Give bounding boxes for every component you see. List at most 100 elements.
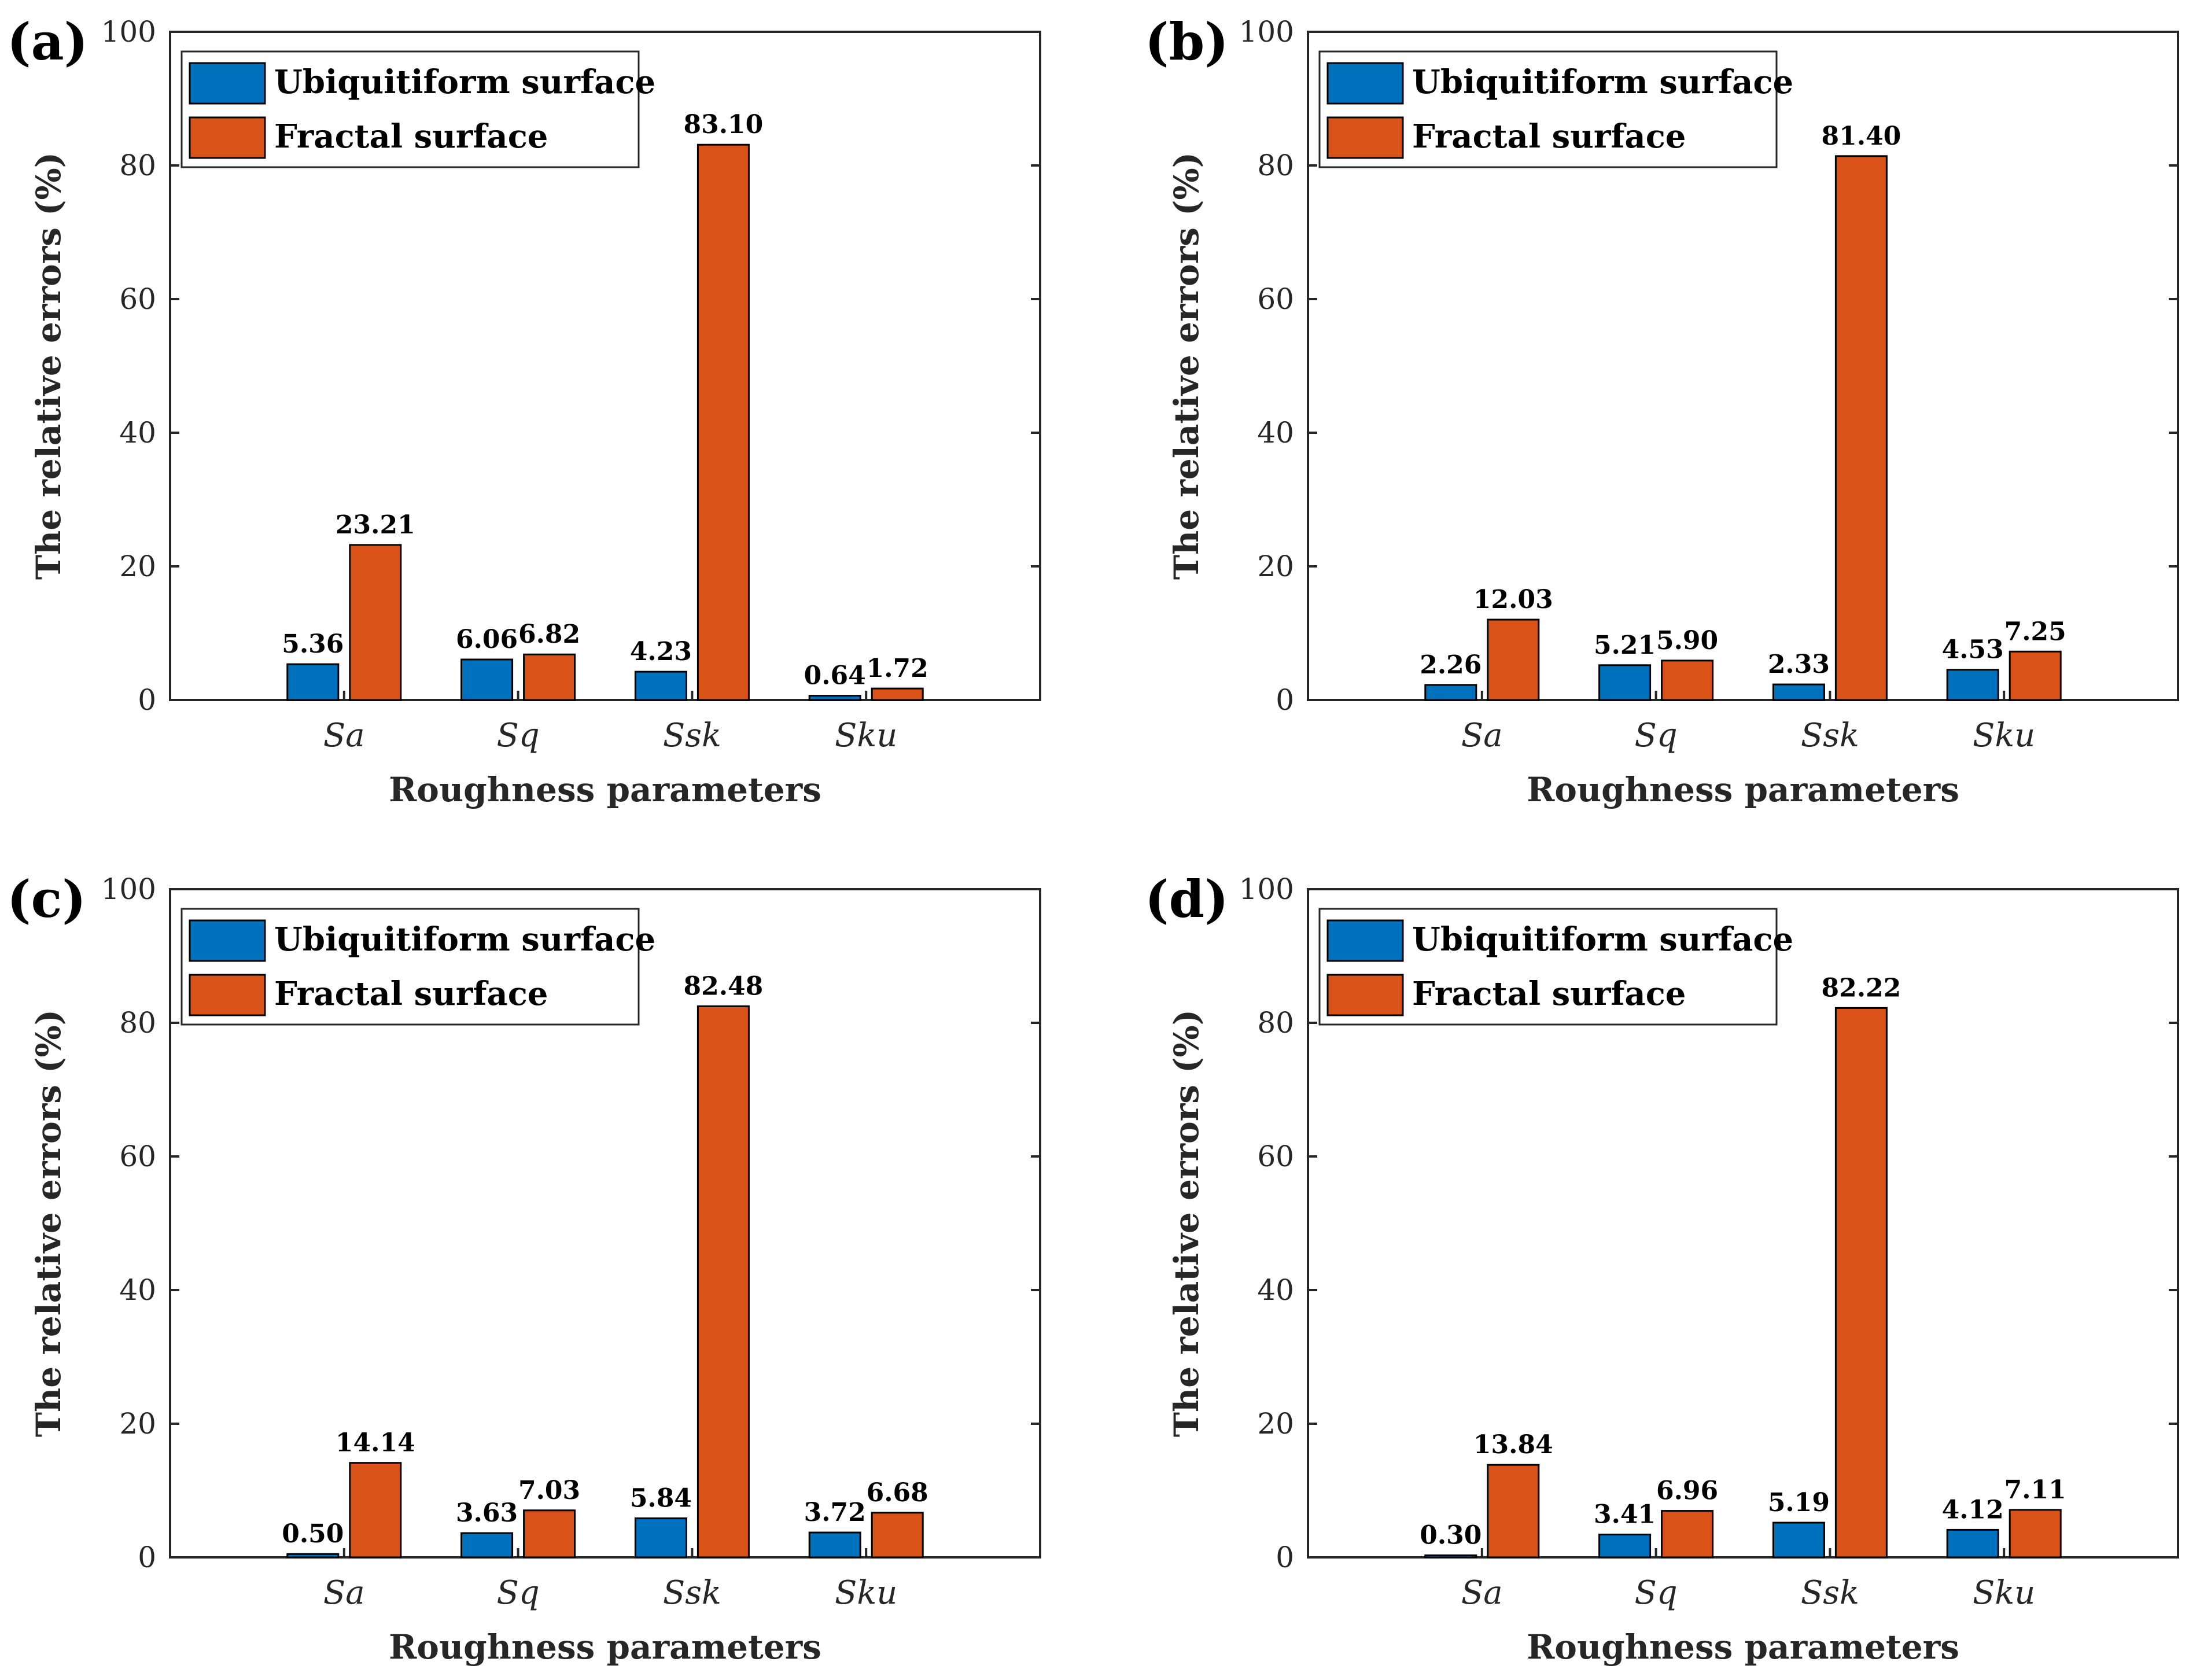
legend: Ubiquitiform surface Fractal surface — [180, 908, 655, 1026]
y-tick-label: 20 — [1257, 1407, 1294, 1440]
chart-panel-1: 0 20 40 60 80 100 Sa 2.26 12.03 Sq 5.21 5.90 Ssk 2.33… — [1145, 12, 2179, 809]
data-label: 0.64 — [804, 661, 866, 691]
legend-swatch-ubiquitiform — [189, 62, 266, 105]
x-tick-label-Sa: Sa — [1461, 717, 1503, 754]
legend-swatch-ubiquitiform — [1326, 919, 1404, 962]
plot-frame — [1307, 888, 2179, 1559]
data-label: 5.21 — [1594, 631, 1656, 660]
bar-ubiquitiform-Sku — [808, 1531, 861, 1559]
legend-swatch-fractal — [1326, 116, 1404, 159]
panel-label: (b) — [1145, 12, 1229, 72]
data-label: 6.82 — [518, 620, 580, 649]
y-axis-title: The relative errors (%) — [1167, 1010, 1206, 1437]
bar-fractal-Sku — [871, 687, 924, 701]
bar-ubiquitiform-Sa — [1424, 1554, 1477, 1559]
data-label: 0.30 — [1420, 1521, 1482, 1550]
chart-panel-2: 0 20 40 60 80 100 Sa 0.50 14.14 Sq 3.637.03 Ssk 5.84… — [7, 869, 1041, 1667]
x-axis-title: Roughness parameters — [389, 770, 821, 809]
bar-ubiquitiform-Sq — [1598, 664, 1652, 701]
y-tick-label: 80 — [1257, 149, 1294, 182]
y-tick-label: 60 — [1257, 282, 1294, 316]
y-tick-label: 40 — [1257, 1273, 1294, 1307]
x-axis-title: Roughness parameters — [1527, 770, 1959, 809]
legend-entry-label: Ubiquitiform surface — [274, 63, 655, 101]
data-label: 5.19 — [1768, 1488, 1830, 1517]
x-tick-label-Sku: Sku — [1973, 717, 2035, 754]
y-tick-label: 20 — [119, 1407, 156, 1440]
bar-fractal-Sa — [349, 1462, 402, 1559]
bar-fractal-Ssk — [1834, 155, 1888, 701]
legend-swatch-fractal — [189, 974, 266, 1016]
bar-fractal-Ssk — [696, 143, 750, 701]
chart-panel-0: 0 20 40 60 80 100 Sa 5.36 23.21 Sq 6.06 6.82 Ssk 4.23… — [7, 12, 1041, 809]
y-tick-label: 100 — [101, 872, 156, 906]
y-tick-label: 40 — [119, 1273, 156, 1307]
bar-ubiquitiform-Ssk — [634, 1517, 687, 1559]
bar-fractal-Sku — [2009, 1509, 2062, 1559]
data-label: 3.72 — [804, 1498, 866, 1527]
legend-entry-label: Fractal surface — [1412, 975, 1686, 1013]
y-tick-label: 80 — [1257, 1006, 1294, 1040]
legend: Ubiquitiform surface Fractal surface — [1318, 908, 1793, 1026]
data-label: 6.68 — [867, 1478, 928, 1508]
legend-swatch-ubiquitiform — [189, 919, 266, 962]
x-tick-label-Sa: Sa — [323, 1574, 365, 1612]
y-tick-label: 100 — [101, 15, 156, 49]
y-tick-label: 20 — [119, 550, 156, 583]
legend: Ubiquitiform surface Fractal surface — [180, 50, 655, 168]
x-tick-label-Sq: Sq — [1634, 717, 1677, 754]
y-tick-label: 0 — [1276, 1541, 1294, 1574]
x-tick-label-Sq: Sq — [496, 717, 539, 754]
x-tick-label-Ssk: Ssk — [663, 717, 721, 754]
data-label: 2.26 — [1420, 650, 1482, 680]
x-tick-label-Sq: Sq — [1634, 1574, 1677, 1612]
bar-fractal-Sku — [871, 1512, 924, 1559]
data-label: 82.22 — [1822, 973, 1901, 1003]
y-tick-label: 0 — [1276, 683, 1294, 717]
legend: Ubiquitiform surface Fractal surface — [1318, 50, 1793, 168]
y-axis-title: The relative errors (%) — [29, 1010, 68, 1437]
data-label: 81.40 — [1822, 121, 1901, 151]
y-tick-label: 100 — [1239, 15, 1294, 49]
legend-swatch-fractal — [1326, 974, 1404, 1016]
data-label: 7.03 — [518, 1476, 580, 1505]
y-tick-label: 40 — [119, 416, 156, 450]
x-tick-label-Sq: Sq — [496, 1574, 539, 1612]
x-tick-label-Ssk: Ssk — [1801, 717, 1859, 754]
data-label: 1.72 — [867, 654, 928, 683]
x-tick-label-Sku: Sku — [835, 717, 897, 754]
legend-entry-label: Ubiquitiform surface — [1412, 63, 1793, 101]
data-label: 4.23 — [630, 637, 692, 666]
bar-fractal-Ssk — [696, 1005, 750, 1559]
data-label: 6.06 — [456, 625, 518, 654]
x-tick-label-Sa: Sa — [1461, 1574, 1503, 1612]
bar-fractal-Sa — [349, 544, 402, 701]
legend-entry-label: Fractal surface — [274, 117, 548, 156]
data-label: 0.50 — [282, 1519, 344, 1549]
bar-fractal-Ssk — [1834, 1007, 1888, 1559]
y-tick-label: 60 — [1257, 1140, 1294, 1173]
y-tick-label: 80 — [119, 149, 156, 182]
data-label: 5.36 — [282, 629, 344, 659]
bar-ubiquitiform-Sq — [460, 1532, 514, 1559]
bar-ubiquitiform-Ssk — [1772, 683, 1825, 701]
y-tick-label: 100 — [1239, 872, 1294, 906]
bar-ubiquitiform-Sa — [286, 1553, 340, 1559]
legend-entry-label: Ubiquitiform surface — [1412, 920, 1793, 959]
y-tick-label: 80 — [119, 1006, 156, 1040]
data-label: 4.12 — [1942, 1495, 2004, 1524]
bar-ubiquitiform-Sku — [1946, 669, 1999, 701]
bar-ubiquitiform-Ssk — [1772, 1521, 1825, 1559]
y-tick-label: 60 — [119, 1140, 156, 1173]
legend-swatch-ubiquitiform — [1326, 62, 1404, 105]
plot-frame — [1307, 31, 2179, 701]
data-label: 5.90 — [1656, 626, 1718, 655]
y-tick-label: 40 — [1257, 416, 1294, 450]
data-label: 7.25 — [2004, 617, 2066, 646]
y-axis-title: The relative errors (%) — [29, 152, 68, 580]
y-tick-label: 0 — [138, 1541, 156, 1574]
x-tick-label-Sku: Sku — [1973, 1574, 2035, 1612]
x-tick-label-Sa: Sa — [323, 717, 365, 754]
data-label: 3.41 — [1594, 1500, 1656, 1530]
